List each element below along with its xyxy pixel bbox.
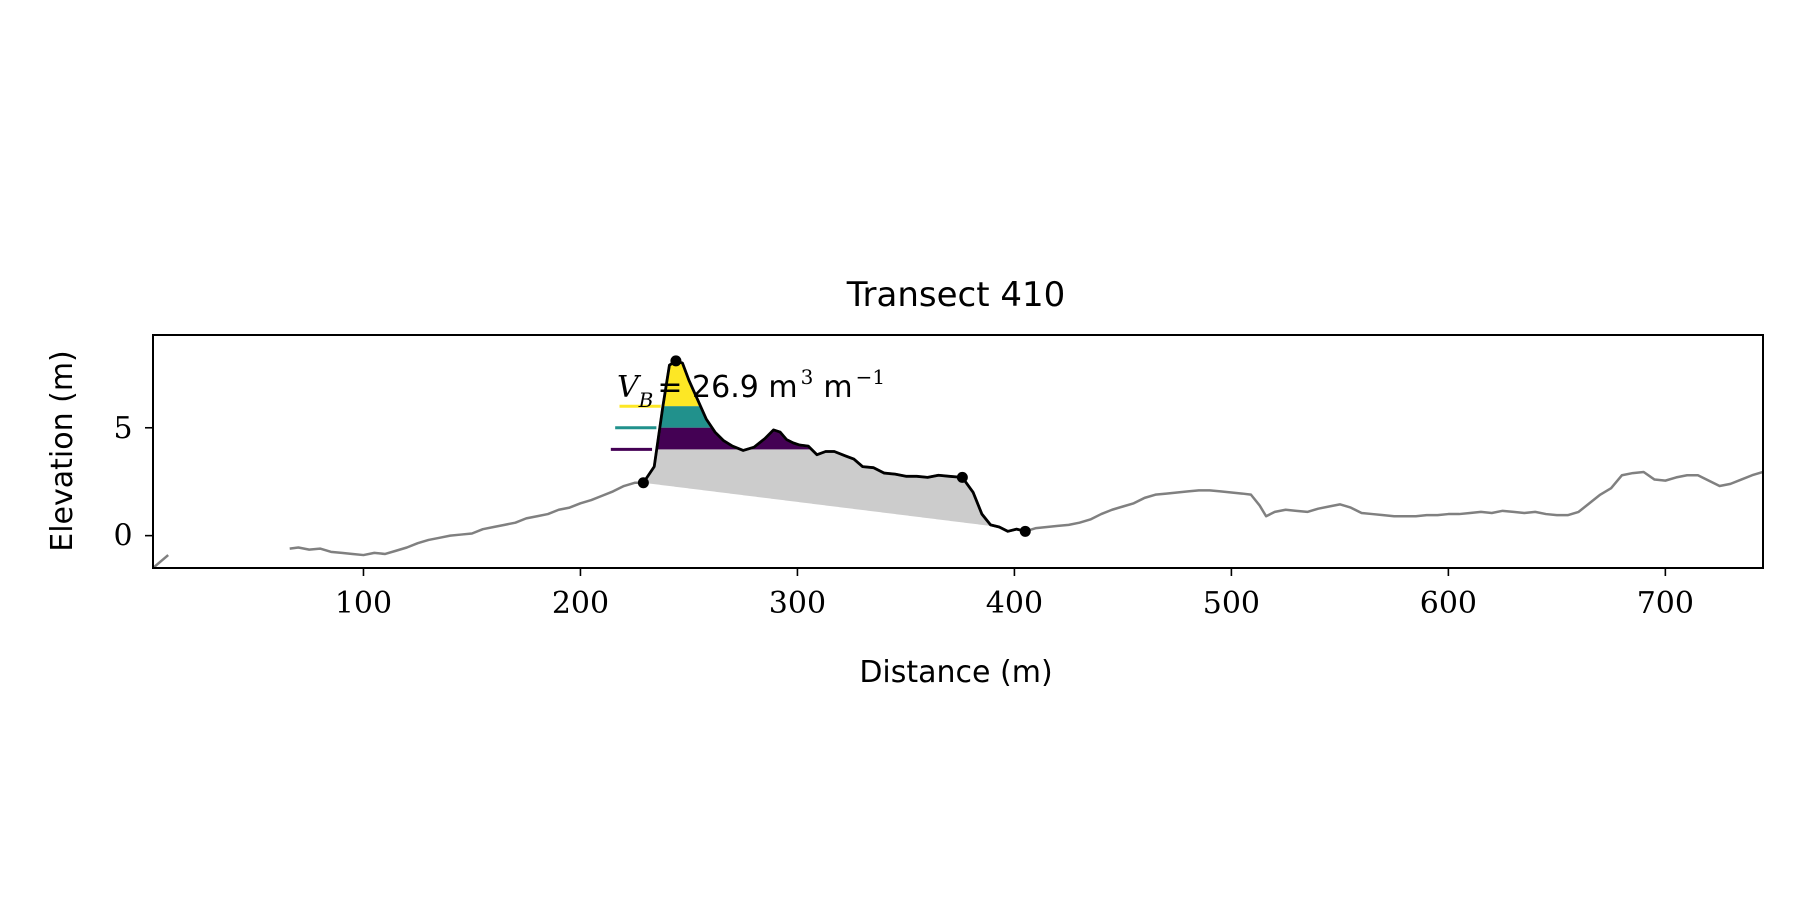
dune-point-3 [956,471,968,483]
annotation-exponent-2: −1 [856,365,885,389]
y-axis: 05 [113,411,153,554]
elevation-band-2 [660,406,712,428]
elevation-band-3 [656,427,811,450]
annotation-symbol: V [617,370,642,405]
volume-area [643,360,1000,528]
y-tick-label-5: 5 [113,411,132,446]
dune-point-1 [637,477,649,489]
chart-title: Transect 410 [846,275,1066,315]
plot-frame [152,334,1764,569]
annotation-unit-2: m [823,370,852,405]
x-tick-label-200: 200 [552,586,609,621]
x-axis: 100 200 300 400 500 600 700 [335,568,1694,621]
annotation-exponent-1: 3 [801,365,814,389]
x-tick-label-500: 500 [1203,586,1260,621]
annotation-value: = 26.9 m [657,370,797,405]
plot-area [153,355,1763,568]
x-tick-label-100: 100 [335,586,392,621]
x-axis-label: Distance (m) [859,655,1052,690]
dune-point-4 [1019,525,1031,537]
x-tick-label-600: 600 [1420,586,1477,621]
elevation-band-1 [663,360,701,407]
dune-point-2 [670,355,682,367]
x-tick-label-300: 300 [769,586,826,621]
edge-marker [153,554,169,568]
volume-annotation: VB = 26.9 m 3 m −1 [617,365,885,412]
x-tick-label-400: 400 [986,586,1043,621]
x-tick-label-700: 700 [1637,586,1694,621]
annotation-subscript: B [638,388,654,412]
y-axis-label: Elevation (m) [45,350,80,552]
y-tick-label-0: 0 [113,519,132,554]
